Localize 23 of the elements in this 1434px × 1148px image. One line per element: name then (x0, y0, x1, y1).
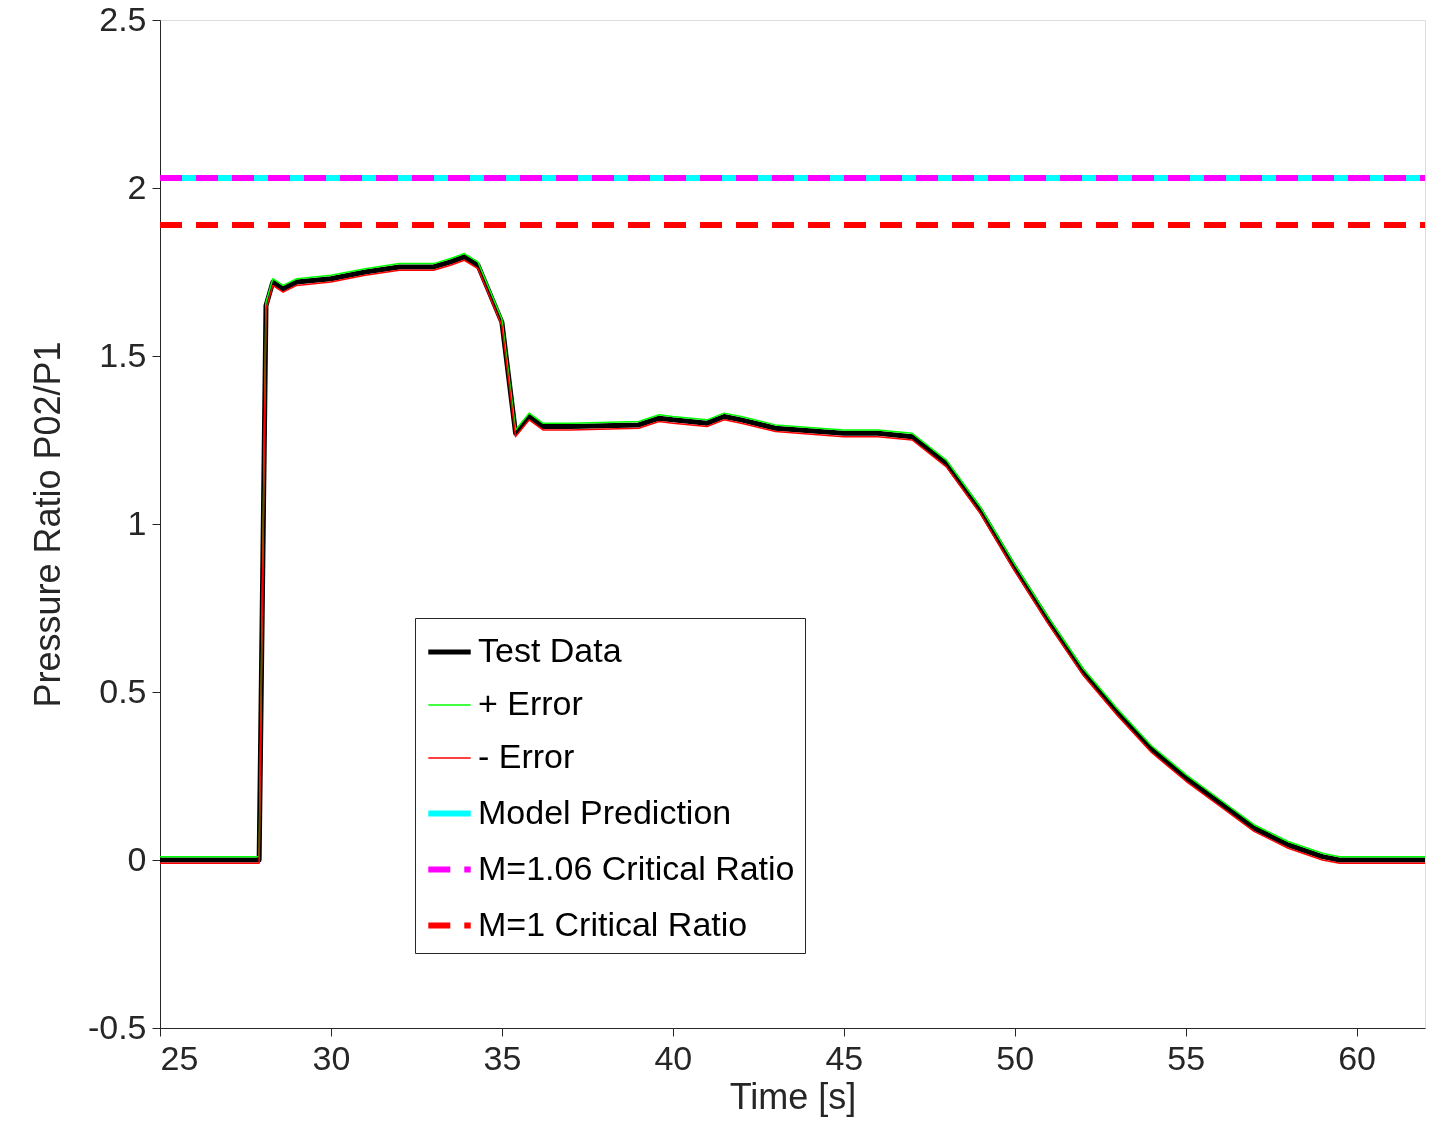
x-axis-title: Time [s] (729, 1075, 857, 1117)
legend-label: M=1 Critical Ratio (478, 904, 748, 943)
legend-label: Test Data (478, 631, 622, 669)
y-tick-label: -0.5 (87, 1007, 147, 1046)
legend-label: - Error (478, 737, 575, 775)
y-tick-label: 0 (127, 839, 147, 878)
x-tick-label: 35 (483, 1038, 522, 1077)
legend-label: M=1.06 Critical Ratio (478, 848, 795, 887)
x-tick-label: 30 (312, 1038, 351, 1077)
y-tick-label: 1.5 (99, 335, 147, 374)
x-tick-label: 60 (1338, 1038, 1377, 1077)
legend-label: Model Prediction (478, 792, 732, 831)
x-tick-label: 40 (654, 1038, 693, 1077)
y-axis-title: Pressure Ratio P02/P1 (26, 341, 68, 708)
x-tick-label: 55 (1167, 1038, 1206, 1077)
y-tick-label: 0.5 (99, 671, 147, 710)
y-tick-label: 2.5 (99, 0, 147, 38)
legend-label: + Error (478, 684, 583, 722)
x-tick-label: 45 (825, 1038, 864, 1077)
y-tick-label: 2 (127, 167, 147, 206)
x-tick-label: 50 (996, 1038, 1035, 1077)
y-tick-label: 1 (127, 503, 147, 542)
x-tick-label: 25 (160, 1038, 199, 1077)
